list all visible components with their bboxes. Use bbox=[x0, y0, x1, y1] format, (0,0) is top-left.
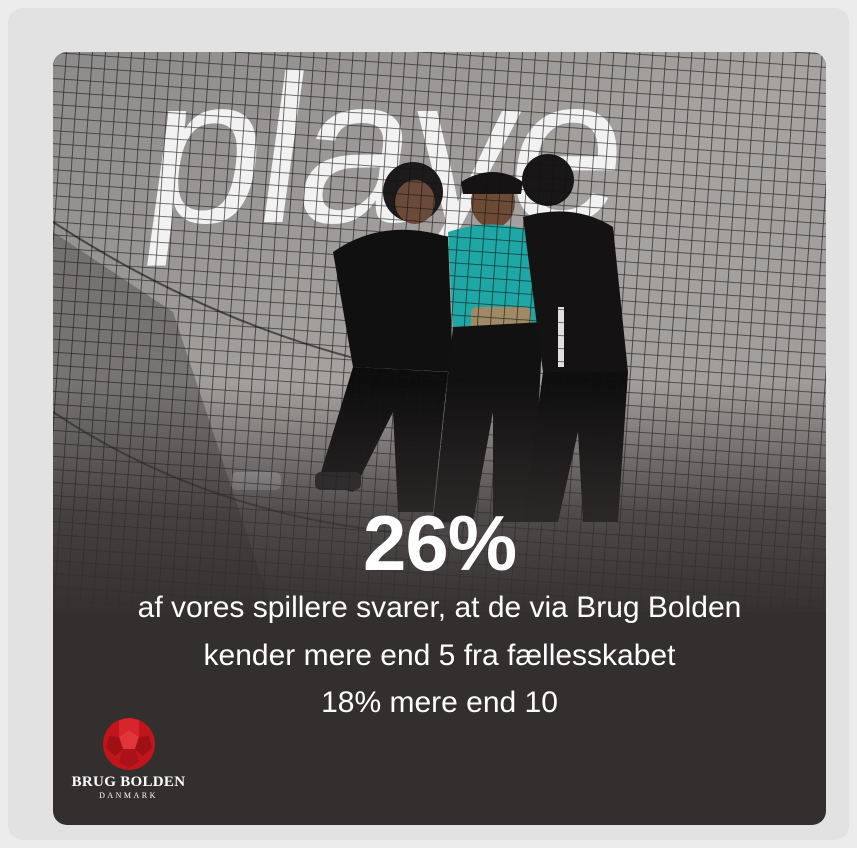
brand-name: BRUG BOLDEN bbox=[71, 774, 186, 790]
red-football-icon bbox=[103, 718, 155, 770]
post-frame: playe bbox=[8, 8, 849, 840]
stat-card: playe bbox=[53, 52, 826, 825]
photo-fade bbox=[53, 382, 826, 622]
brand-subtitle: DANMARK bbox=[99, 791, 158, 800]
stat-headline: 26% bbox=[362, 499, 517, 587]
brand-logo: BRUG BOLDEN DANMARK bbox=[71, 716, 186, 806]
stat-line-2: kender mere end 5 fra fællesskabet bbox=[203, 639, 676, 672]
stat-line-3: 18% mere end 10 bbox=[321, 686, 558, 719]
stat-line-1: af vores spillere svarer, at de via Brug… bbox=[137, 591, 742, 624]
